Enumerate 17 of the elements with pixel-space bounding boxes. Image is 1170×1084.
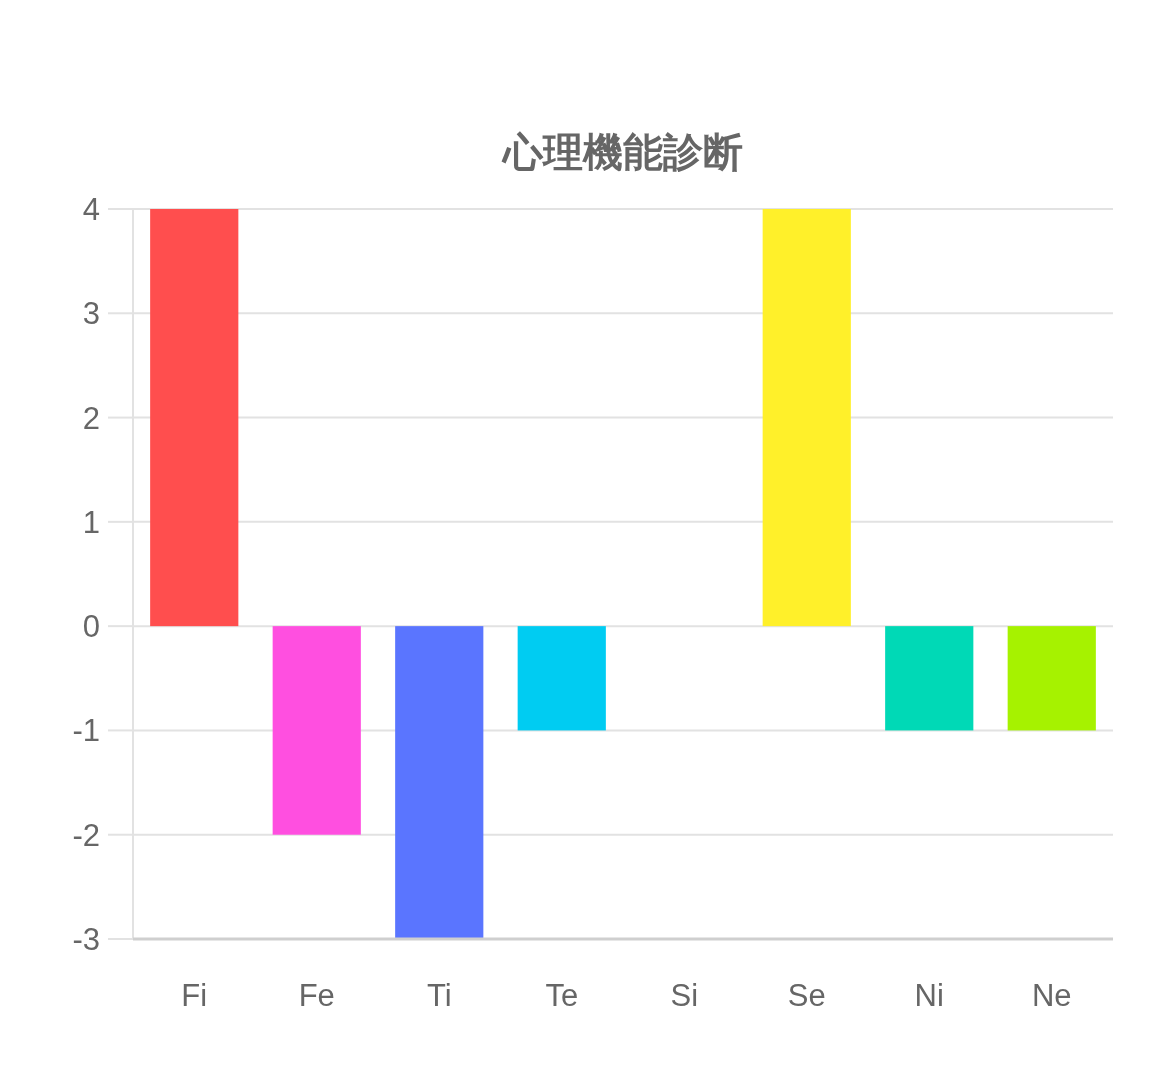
y-tick-label: -1 (72, 713, 100, 749)
y-tick-label: -2 (72, 817, 100, 853)
y-tick-label: 2 (82, 400, 100, 436)
y-tick-label: 4 (82, 192, 100, 227)
x-tick-label: Ti (426, 978, 452, 1013)
x-tick-label: Fe (298, 978, 335, 1013)
y-tick-label: -3 (72, 922, 100, 957)
x-tick-label: Si (670, 978, 699, 1013)
y-tick-label: 3 (82, 296, 100, 332)
chart-title: 心理機能診断 (501, 130, 743, 174)
x-tick-label: Te (545, 978, 579, 1013)
y-tick-label: 0 (82, 609, 100, 645)
x-tick-label: Ni (914, 978, 944, 1013)
x-tick-label: Ne (1031, 978, 1072, 1013)
y-tick-label: 1 (82, 504, 100, 540)
x-tick-label: Fi (181, 978, 208, 1013)
x-tick-label: Se (787, 978, 826, 1013)
